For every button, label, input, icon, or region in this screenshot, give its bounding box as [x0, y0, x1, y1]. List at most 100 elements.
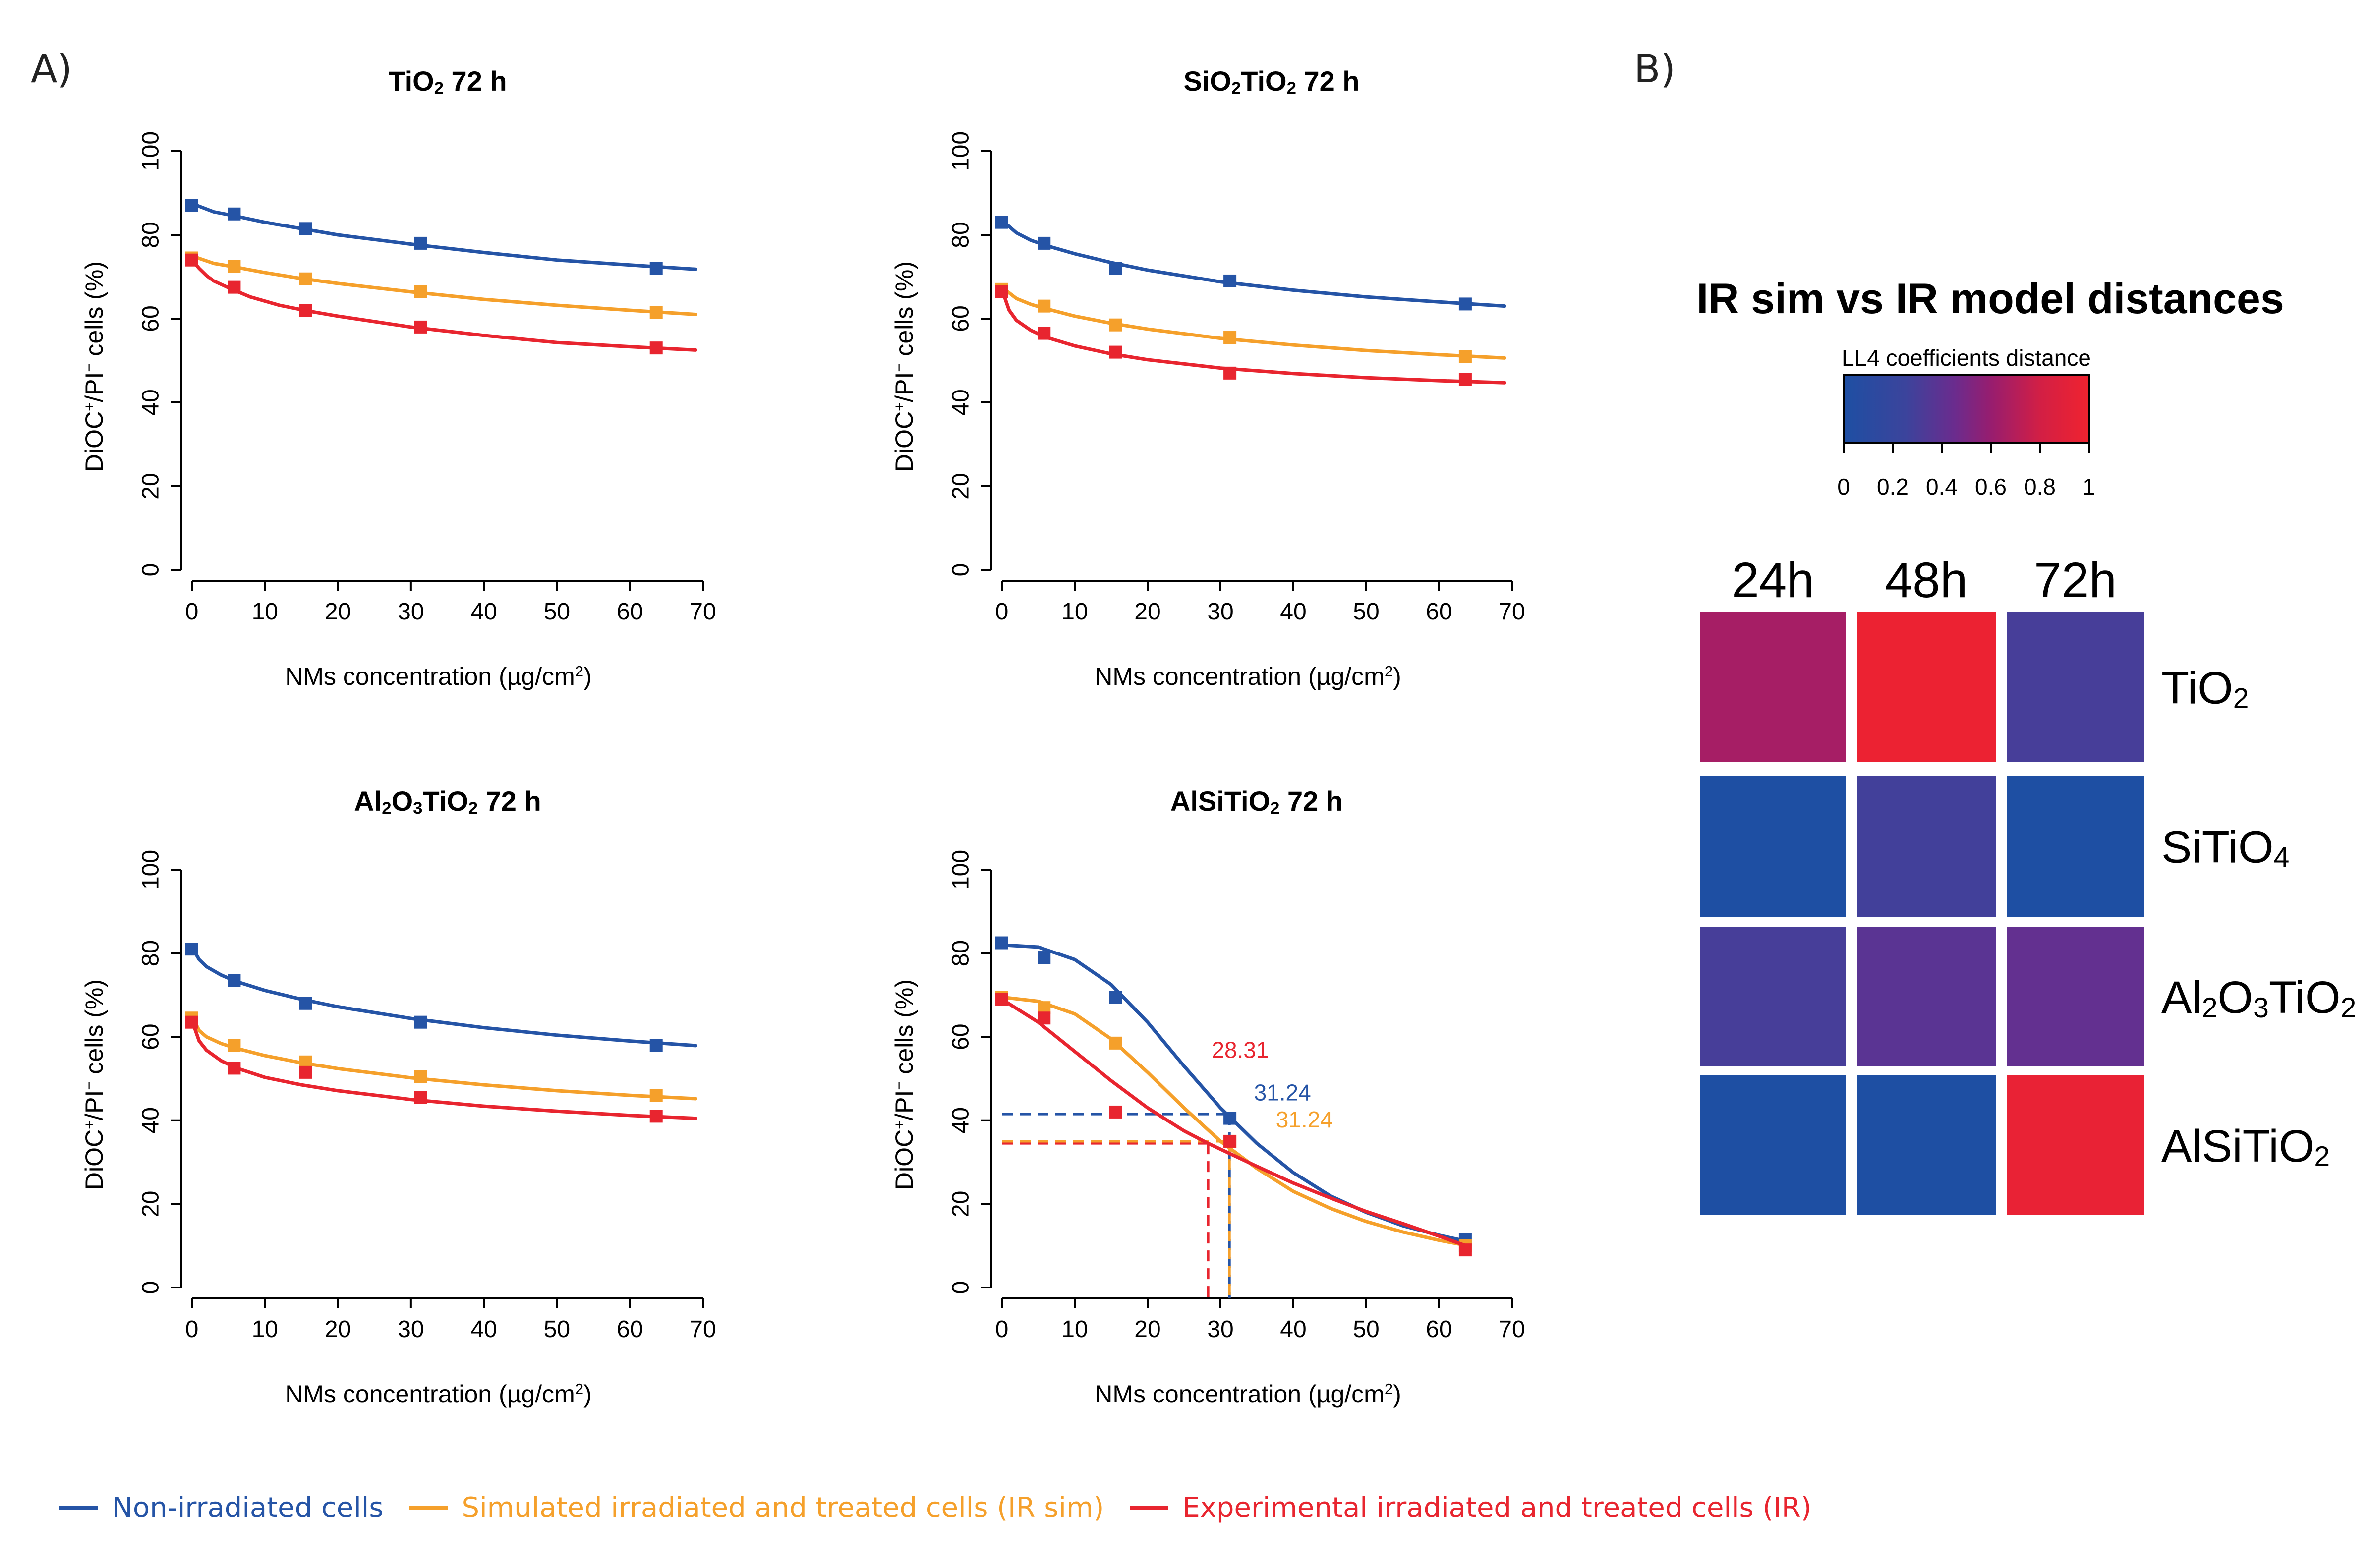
data-point-ir_sim — [649, 1089, 663, 1102]
data-point-ir — [1038, 327, 1051, 340]
x-tick-label: 70 — [1499, 599, 1525, 625]
x-tick-label: 70 — [690, 1316, 716, 1343]
data-point-ir — [1223, 1134, 1237, 1148]
heatmap-chart: IR sim vs IR model distances LL4 coeffici… — [1696, 275, 2356, 1215]
line-chart-alsitio2: AlSiTiO2 72 h 0 10 20 30 40 50 60 70 0 20 40 60 80 100… — [890, 785, 1525, 1408]
x-tick-label: 10 — [1061, 1316, 1088, 1343]
x-tick-label: 0 — [185, 1316, 199, 1343]
data-point-non_irradiated — [649, 1039, 663, 1052]
data-point-non_irradiated — [228, 974, 241, 987]
x-tick-label: 50 — [544, 1316, 570, 1343]
data-point-non_irradiated — [414, 1015, 427, 1029]
x-tick-label: 50 — [544, 599, 570, 625]
y-tick-label: 20 — [138, 473, 164, 499]
y-tick-label: 40 — [138, 1107, 164, 1133]
legend-swatch-non-irradiated — [59, 1506, 98, 1510]
series-curve-ir_sim — [1000, 285, 1506, 360]
y-tick-label: 0 — [138, 1281, 164, 1294]
data-point-ir_sim — [228, 1039, 241, 1052]
chart-title: Al2O3TiO2 72 h — [354, 785, 541, 818]
x-tick-label: 70 — [690, 599, 716, 625]
annotation-label: 31.24 — [1276, 1107, 1333, 1132]
series-curve-ir — [190, 1018, 697, 1120]
data-point-ir_sim — [414, 285, 427, 298]
heatmap-column-label: 24h — [1732, 553, 1814, 608]
data-point-non_irradiated — [995, 216, 1008, 229]
heatmap-title: IR sim vs IR model distances — [1696, 275, 2284, 323]
legend-item-ir: Experimental irradiated and treated cell… — [1130, 1492, 1812, 1524]
panel-label-a: A) — [31, 47, 72, 92]
legend-swatch-ir — [1130, 1506, 1169, 1510]
x-tick-label: 10 — [252, 1316, 278, 1343]
data-point-ir — [299, 1065, 312, 1079]
data-point-ir — [1109, 345, 1122, 359]
colorbar-tick-label: 0.4 — [1926, 474, 1958, 500]
heatmap-column-label: 72h — [2034, 553, 2117, 608]
x-tick-label: 50 — [1353, 599, 1379, 625]
y-tick-label: 60 — [138, 305, 164, 332]
series-curve-non_irradiated — [190, 202, 697, 271]
data-point-non_irradiated — [299, 222, 312, 235]
line-chart-al2o3tio2: Al2O3TiO2 72 h 0 10 20 30 40 50 60 70 0 20 40 60 80 10… — [80, 785, 716, 1408]
heatmap-cell — [2007, 927, 2144, 1066]
x-tick-label: 20 — [325, 1316, 351, 1343]
data-point-ir_sim — [228, 260, 241, 273]
data-point-ir — [995, 993, 1008, 1006]
data-point-ir — [185, 253, 198, 267]
data-point-ir — [995, 285, 1008, 298]
y-tick-label: 0 — [948, 1281, 974, 1294]
x-tick-label: 10 — [1061, 599, 1088, 625]
x-tick-label: 30 — [398, 599, 424, 625]
data-point-non_irradiated — [1223, 1112, 1237, 1125]
y-tick-label: 40 — [948, 1107, 974, 1133]
chart-title: SiO2TiO2 72 h — [1183, 65, 1359, 98]
series-curve-ir — [1000, 997, 1470, 1248]
colorbar-tick-label: 0.2 — [1877, 474, 1909, 500]
data-point-non_irradiated — [995, 936, 1008, 950]
annotation-label: 28.31 — [1212, 1037, 1269, 1063]
data-point-ir — [1109, 1105, 1122, 1119]
x-axis-label: NMs concentration (µg/cm2) — [285, 1380, 591, 1408]
data-point-ir — [414, 1091, 427, 1104]
y-tick-label: 100 — [948, 850, 974, 890]
data-point-ir — [1223, 366, 1237, 380]
y-tick-label: 60 — [138, 1024, 164, 1050]
data-point-non_irradiated — [185, 199, 198, 212]
line-chart-sio2tio2: SiO2TiO2 72 h 0 10 20 30 40 50 60 70 0 20 40 60 80 100… — [890, 65, 1525, 690]
series-curve-non_irradiated — [1000, 943, 1470, 1243]
heatmap-row-label: SiTiO4 — [2161, 822, 2289, 874]
annotation-label: 31.24 — [1254, 1079, 1311, 1105]
heatmap-cell — [1857, 776, 1996, 917]
legend-swatch-ir-sim — [409, 1506, 448, 1510]
chart-title: TiO2 72 h — [388, 65, 507, 98]
colorbar-tick-label: 0 — [1837, 474, 1850, 500]
x-tick-label: 60 — [617, 599, 643, 625]
x-tick-label: 40 — [470, 599, 497, 625]
y-tick-label: 100 — [138, 850, 164, 890]
y-tick-label: 60 — [948, 1024, 974, 1050]
y-axis-label: DiOC+/PI− cells (%) — [80, 979, 108, 1190]
x-tick-label: 60 — [1426, 599, 1452, 625]
panel-label-b: B) — [1634, 47, 1676, 92]
colorbar-label: LL4 coefficients distance — [1842, 345, 2091, 371]
x-tick-label: 0 — [185, 599, 199, 625]
data-point-ir — [649, 341, 663, 355]
x-tick-label: 70 — [1499, 1316, 1525, 1343]
x-tick-label: 50 — [1353, 1316, 1379, 1343]
series-curve-ir_sim — [1000, 995, 1470, 1248]
y-tick-label: 80 — [138, 940, 164, 966]
heatmap-cell — [1700, 1075, 1846, 1215]
heatmap-cell — [1857, 1075, 1996, 1215]
x-tick-label: 30 — [398, 1316, 424, 1343]
series-curve-ir — [1000, 287, 1506, 385]
x-tick-label: 40 — [470, 1316, 497, 1343]
heatmap-cell — [1700, 776, 1846, 917]
x-tick-label: 20 — [325, 599, 351, 625]
x-axis-label: NMs concentration (µg/cm2) — [1095, 1380, 1401, 1408]
heatmap-row-label: AlSiTiO2 — [2161, 1121, 2330, 1173]
y-tick-label: 40 — [138, 389, 164, 415]
colorbar-tick-label: 0.6 — [1975, 474, 2007, 500]
heatmap-cell — [2007, 612, 2144, 762]
data-point-non_irradiated — [228, 207, 241, 221]
